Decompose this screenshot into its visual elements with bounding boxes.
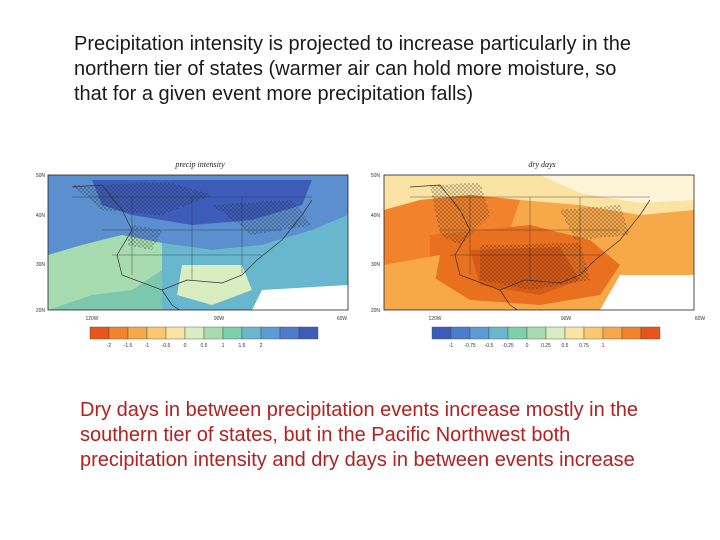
colorbar-swatch [621, 326, 642, 340]
top-caption: Precipitation intensity is projected to … [74, 33, 631, 105]
colorbar [89, 326, 319, 340]
precip-intensity-map: precip intensity 50N 40N 30N 2 [36, 160, 349, 349]
colorbar-swatch [507, 326, 528, 340]
dry-days-map: dry days 50N 40N 30N 20 [371, 160, 706, 349]
lat-label: 30N [36, 262, 46, 268]
lat-label: 40N [371, 213, 381, 219]
bottom-caption: Dry days in between precipitation events… [80, 399, 639, 471]
colorbar-tick: -0.75 [464, 343, 476, 349]
colorbar-tick: 0 [526, 343, 529, 349]
colorbar-tick: 0.5 [201, 343, 208, 349]
colorbar-swatch [526, 326, 547, 340]
colorbar-tick: 0.75 [579, 343, 589, 349]
colorbar-swatch [450, 326, 471, 340]
colorbar-tick: -2 [107, 343, 112, 349]
colorbar-swatch [165, 326, 186, 340]
colorbar-swatch [260, 326, 281, 340]
colorbar-swatch [279, 326, 300, 340]
colorbar-swatch [108, 326, 129, 340]
lat-label: 20N [36, 308, 46, 314]
colorbar-tick: 1.5 [239, 343, 246, 349]
colorbar-tick: -0.5 [162, 343, 171, 349]
colorbar-tick: 0.5 [562, 343, 569, 349]
colorbar-swatch [184, 326, 205, 340]
lat-label: 50N [371, 173, 381, 179]
colorbar-swatch [583, 326, 604, 340]
colorbar-swatch [469, 326, 490, 340]
colorbar [431, 326, 661, 340]
colorbar-tick: -1 [449, 343, 454, 349]
colorbar-tick: -1.5 [124, 343, 133, 349]
map-title: precip intensity [174, 160, 225, 169]
colorbar-tick: -1 [145, 343, 150, 349]
lon-label: 90W [214, 316, 225, 322]
lon-label: 60W [337, 316, 348, 322]
colorbar-swatch [203, 326, 224, 340]
colorbar-swatch [298, 326, 319, 340]
colorbar-swatch [545, 326, 566, 340]
colorbar-tick: 0.25 [541, 343, 551, 349]
dry-days-map-panel: dry days 50N 40N 30N 20 [360, 155, 710, 355]
map-title: dry days [528, 160, 555, 169]
colorbar-swatch [488, 326, 509, 340]
lat-label: 50N [36, 173, 46, 179]
lat-label: 30N [371, 262, 381, 268]
lon-label: 120W [428, 316, 441, 322]
colorbar-tick: 1 [602, 343, 605, 349]
colorbar-swatch [640, 326, 661, 340]
colorbar-tick: 2 [260, 343, 263, 349]
colorbar-swatch [146, 326, 167, 340]
colorbar-tick: -0.5 [485, 343, 494, 349]
lon-label: 90W [561, 316, 572, 322]
colorbar-swatch [241, 326, 262, 340]
lon-label: 60W [695, 316, 706, 322]
colorbar-swatch [127, 326, 148, 340]
colorbar-swatch [222, 326, 243, 340]
colorbar-tick: -0.25 [502, 343, 514, 349]
colorbar-tick: 0 [184, 343, 187, 349]
lat-label: 20N [371, 308, 381, 314]
colorbar-swatch [431, 326, 452, 340]
colorbar-swatch [602, 326, 623, 340]
lat-label: 40N [36, 213, 46, 219]
colorbar-swatch [89, 326, 110, 340]
colorbar-swatch [564, 326, 585, 340]
lon-label: 120W [85, 316, 98, 322]
precip-intensity-map-panel: precip intensity 50N 40N 30N 2 [12, 155, 362, 355]
colorbar-tick: 1 [222, 343, 225, 349]
